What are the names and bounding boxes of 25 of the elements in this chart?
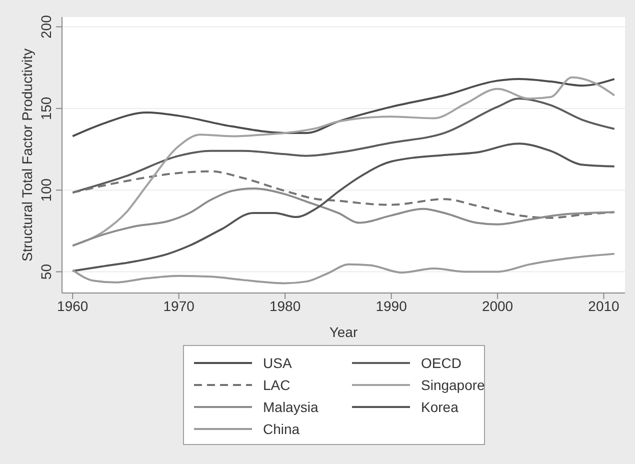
legend-label: Malaysia — [263, 398, 318, 414]
x-tick-label: 2010 — [588, 298, 620, 314]
line-series — [72, 252, 616, 284]
x-axis-title: Year — [329, 324, 358, 340]
legend-label: Korea — [421, 398, 458, 414]
line-series — [72, 142, 616, 272]
y-tick-label: 100 — [38, 178, 54, 202]
legend-label: LAC — [263, 376, 290, 392]
line-series — [72, 78, 616, 138]
line-series — [72, 170, 616, 219]
x-tick-label: 2000 — [482, 298, 514, 314]
y-tick-label: 50 — [38, 264, 54, 280]
legend-label: OECD — [421, 354, 462, 370]
y-tick-label: 200 — [38, 14, 54, 38]
y-tick-label: 150 — [38, 96, 54, 120]
legend-label: Singapore — [421, 376, 485, 392]
y-axis-title: Structural Total Factor Productivity — [19, 48, 35, 262]
line-series — [72, 98, 616, 194]
legend-label: USA — [263, 354, 292, 370]
x-tick-label: 1990 — [376, 298, 408, 314]
x-tick-label: 1960 — [57, 298, 88, 314]
x-tick-label: 1980 — [269, 298, 301, 314]
line-series — [72, 187, 616, 247]
x-tick-label: 1970 — [163, 298, 195, 314]
legend-label: China — [263, 420, 300, 436]
